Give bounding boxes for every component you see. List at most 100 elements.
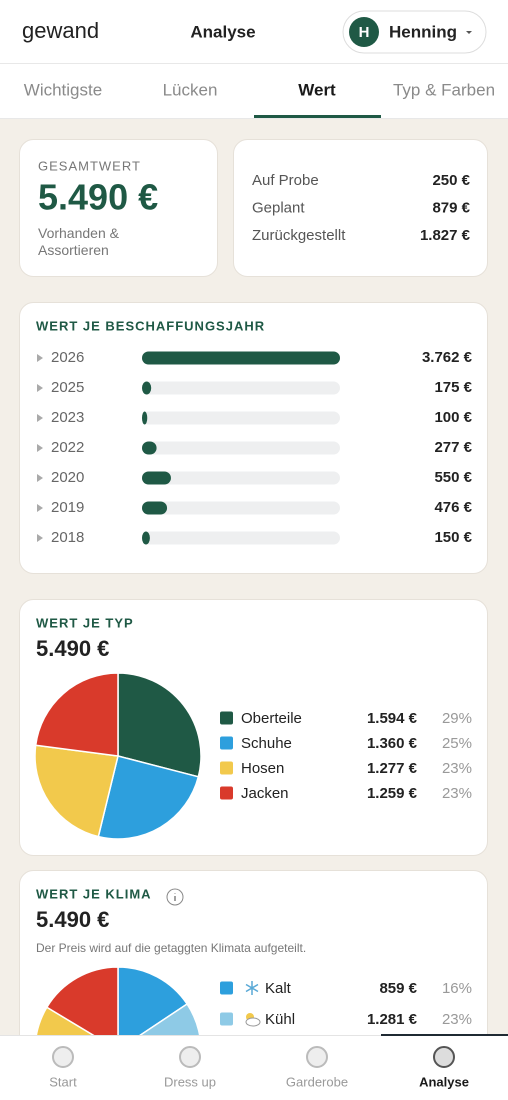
legend-label: Jacken xyxy=(241,785,289,802)
caret xyxy=(466,31,472,34)
snow-icon xyxy=(245,981,259,995)
avatar xyxy=(349,17,379,47)
expand-arrow[interactable] xyxy=(37,354,43,362)
pie-slice xyxy=(117,966,189,1052)
expand-arrow[interactable] xyxy=(37,414,43,422)
nav-label[interactable]: Garderobe xyxy=(286,1074,348,1089)
bar xyxy=(142,381,152,395)
value-label: 3.762 € xyxy=(422,349,473,366)
expand-arrow[interactable] xyxy=(37,534,43,542)
bar-track xyxy=(142,471,340,485)
row-label: Geplant xyxy=(252,199,305,216)
pie-slice xyxy=(97,755,200,840)
value-label: 150 € xyxy=(434,529,472,546)
value-label: 175 € xyxy=(434,379,472,396)
tabs: Wichtigste Lücken Wert Typ & Farben xyxy=(24,80,495,118)
expand-arrow[interactable] xyxy=(37,504,43,512)
expand-arrow[interactable] xyxy=(37,384,43,392)
pie-slice xyxy=(34,672,119,757)
value-label: 1.360 € xyxy=(367,735,418,752)
value-label: 859 € xyxy=(379,980,417,997)
row-value: 250 € xyxy=(432,172,470,189)
summary-subtitle-box: Vorhanden & Assortieren xyxy=(38,225,119,258)
legend-swatch xyxy=(220,761,233,775)
nav-items: Start Dress up Garderobe Analyse xyxy=(49,1034,508,1089)
nav-icon[interactable] xyxy=(306,1046,328,1068)
tab[interactable]: Wichtigste xyxy=(24,80,102,99)
bar-track xyxy=(142,441,340,455)
legend-label: Kalt xyxy=(265,980,292,997)
user-menu[interactable]: H Henning xyxy=(342,10,487,54)
share-label: 16% xyxy=(442,980,472,997)
pie-slice xyxy=(117,672,202,778)
nav-indicator xyxy=(381,1034,508,1036)
avatar-initial: H xyxy=(359,24,370,41)
category-label: 2022 xyxy=(51,439,84,456)
share-label: 25% xyxy=(442,735,472,752)
tab[interactable]: Typ & Farben xyxy=(393,80,495,99)
card xyxy=(19,139,218,277)
share-label: 23% xyxy=(442,785,472,802)
bar xyxy=(142,411,148,425)
legend-label: Oberteile xyxy=(241,710,302,727)
legend-label: Kühl xyxy=(265,1011,295,1028)
bar xyxy=(142,501,168,515)
tab[interactable]: Wert xyxy=(298,80,336,99)
category-label: 2019 xyxy=(51,499,84,516)
category-label: 2020 xyxy=(51,469,84,486)
value-label: 1.259 € xyxy=(367,785,418,802)
chart-title: WERT JE TYP xyxy=(36,615,134,630)
chart-total: 5.490 € xyxy=(36,636,109,661)
legend-swatch xyxy=(220,1012,233,1026)
nav-label[interactable]: Start xyxy=(49,1074,77,1089)
category-label: 2023 xyxy=(51,409,84,426)
row-value: 1.827 € xyxy=(420,227,471,244)
pie-slice xyxy=(34,744,119,838)
value-label: 1.594 € xyxy=(367,710,418,727)
category-label: 2025 xyxy=(51,379,84,396)
category-label: 2026 xyxy=(51,349,84,366)
bar xyxy=(142,531,150,545)
row-label: Zurückgestellt xyxy=(252,227,346,244)
info-icon[interactable] xyxy=(166,888,184,906)
nav-icon[interactable] xyxy=(179,1046,201,1068)
chart-title: WERT JE BESCHAFFUNGSJAHR xyxy=(36,318,265,333)
pie-slice xyxy=(45,966,119,1052)
category-label: 2018 xyxy=(51,529,84,546)
logo: gewand xyxy=(22,18,99,43)
legend-label: Hosen xyxy=(241,760,284,777)
legend-label: Schuhe xyxy=(241,735,292,752)
row-value: 879 € xyxy=(432,199,470,216)
row-label: Auf Probe xyxy=(252,172,319,189)
tab[interactable]: Lücken xyxy=(163,80,218,99)
tab-indicator xyxy=(254,115,381,118)
share-label: 29% xyxy=(442,710,472,727)
nav-label[interactable]: Analyse xyxy=(419,1074,469,1089)
nav-label[interactable]: Dress up xyxy=(164,1074,216,1089)
year-chart: WERT JE BESCHAFFUNGSJAHR 2026 3.762 € 2025 1… xyxy=(36,318,473,546)
user-name: Henning xyxy=(389,22,457,41)
summary-value: 5.490 € xyxy=(38,177,158,218)
bottom-nav: Start Dress up Garderobe Analyse xyxy=(0,1034,508,1100)
expand-arrow[interactable] xyxy=(37,474,43,482)
chart-title: WERT JE KLIMA xyxy=(36,886,152,901)
summary-subtitle: Vorhanden & Assortieren xyxy=(38,225,119,258)
legend-swatch xyxy=(220,786,233,800)
cloud-icon xyxy=(245,1017,261,1027)
user-pill[interactable] xyxy=(342,10,487,54)
type-chart: WERT JE TYP 5.490 € Oberteile 1.594 € 29% Sch… xyxy=(34,615,472,840)
nav-icon[interactable] xyxy=(52,1046,74,1068)
card xyxy=(233,139,488,277)
bar-track xyxy=(142,411,340,425)
expand-arrow[interactable] xyxy=(37,444,43,452)
bar-track xyxy=(142,381,340,395)
value-label: 277 € xyxy=(434,439,472,456)
chart-total: 5.490 € xyxy=(36,907,109,932)
chart-note: Der Preis wird auf die getaggten Klimata… xyxy=(36,941,306,955)
summary-label: GESAMTWERT xyxy=(38,158,141,173)
value-label: 476 € xyxy=(434,499,472,516)
nav-icon[interactable] xyxy=(433,1046,455,1068)
value-label: 1.281 € xyxy=(367,1011,418,1028)
